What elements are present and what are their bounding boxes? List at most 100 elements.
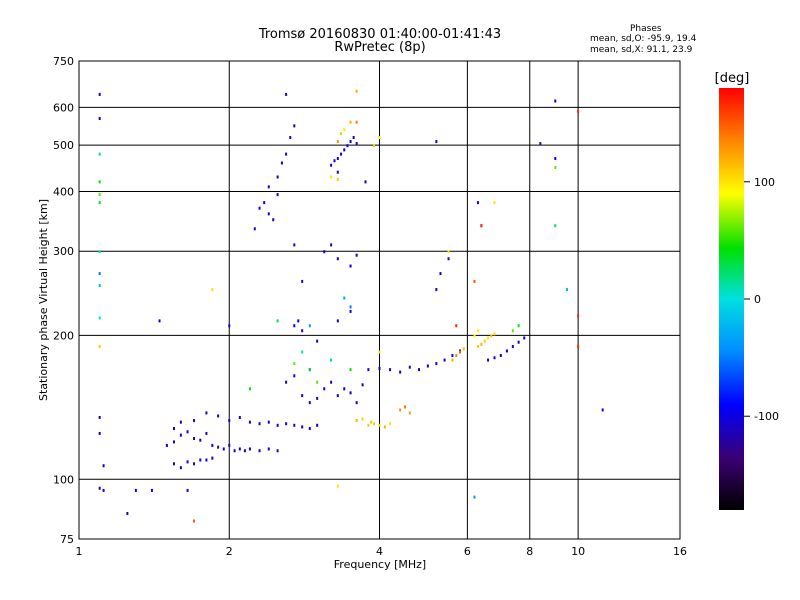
data-point bbox=[323, 250, 326, 254]
data-point bbox=[179, 433, 182, 437]
data-point bbox=[253, 227, 256, 231]
data-point bbox=[316, 380, 319, 384]
y-axis-ticks: 75 100 200 300 400 500 600 750 bbox=[53, 55, 74, 546]
data-point bbox=[336, 177, 339, 181]
data-point bbox=[267, 447, 270, 451]
data-point bbox=[258, 206, 261, 210]
data-point bbox=[289, 136, 292, 140]
data-point bbox=[336, 484, 339, 488]
data-point bbox=[336, 394, 339, 398]
data-point bbox=[228, 419, 231, 423]
data-point bbox=[98, 152, 101, 156]
data-point bbox=[340, 152, 343, 156]
data-point bbox=[462, 347, 465, 351]
data-point bbox=[98, 201, 101, 205]
data-point bbox=[455, 353, 458, 357]
data-point bbox=[330, 243, 333, 247]
data-point bbox=[340, 132, 343, 136]
data-point bbox=[301, 279, 304, 283]
data-point bbox=[293, 362, 296, 366]
data-point bbox=[98, 316, 101, 320]
data-point bbox=[285, 380, 288, 384]
data-point bbox=[364, 180, 367, 184]
data-point bbox=[577, 345, 580, 349]
data-point bbox=[263, 201, 266, 205]
data-point bbox=[308, 401, 311, 405]
data-point bbox=[301, 350, 304, 354]
data-point bbox=[336, 140, 339, 144]
data-point bbox=[566, 288, 569, 292]
phase-stats-o-mode: mean, sd,O: -95.9, 19.4 bbox=[590, 34, 697, 44]
data-point bbox=[352, 136, 355, 140]
colorbar-tick-label: -100 bbox=[754, 410, 779, 423]
data-point bbox=[330, 175, 333, 179]
data-point bbox=[476, 345, 479, 349]
colorbar-tick-label: 100 bbox=[754, 176, 775, 189]
data-point bbox=[349, 391, 352, 395]
data-point bbox=[293, 324, 296, 328]
data-point bbox=[316, 423, 319, 427]
data-point bbox=[205, 411, 208, 415]
data-point bbox=[554, 99, 557, 103]
data-point bbox=[98, 431, 101, 435]
data-point bbox=[293, 423, 296, 427]
data-point bbox=[98, 180, 101, 184]
data-point bbox=[487, 358, 490, 362]
data-point bbox=[378, 350, 381, 354]
data-point bbox=[98, 272, 101, 276]
data-point bbox=[243, 449, 246, 453]
data-point bbox=[349, 368, 352, 372]
data-point bbox=[267, 185, 270, 189]
x-tick-label: 8 bbox=[526, 545, 533, 558]
data-point bbox=[349, 264, 352, 268]
data-point bbox=[577, 314, 580, 318]
data-point bbox=[473, 279, 476, 283]
x-tick-label: 2 bbox=[226, 545, 233, 558]
y-tick-label: 750 bbox=[53, 55, 74, 68]
data-point bbox=[389, 368, 392, 372]
data-point bbox=[248, 420, 251, 424]
data-point bbox=[316, 396, 319, 400]
data-point bbox=[426, 364, 429, 368]
data-point bbox=[172, 440, 175, 444]
data-point bbox=[179, 420, 182, 424]
grid-lines bbox=[79, 61, 680, 539]
data-point bbox=[301, 329, 304, 333]
data-point bbox=[186, 460, 189, 464]
data-point bbox=[293, 243, 296, 247]
data-point bbox=[323, 387, 326, 391]
data-point bbox=[493, 356, 496, 360]
data-point bbox=[193, 519, 196, 523]
data-point bbox=[150, 488, 153, 492]
data-point bbox=[480, 342, 483, 346]
data-point bbox=[222, 447, 225, 451]
data-point bbox=[98, 486, 101, 490]
data-point bbox=[373, 422, 376, 426]
data-point bbox=[186, 430, 189, 434]
data-points bbox=[98, 89, 604, 523]
data-point bbox=[505, 349, 508, 353]
data-point bbox=[211, 443, 214, 447]
data-point bbox=[233, 449, 236, 453]
x-tick-label: 10 bbox=[571, 545, 585, 558]
data-point bbox=[217, 414, 220, 418]
data-point bbox=[98, 345, 101, 349]
colorbar-label: [deg] bbox=[715, 71, 750, 86]
data-point bbox=[258, 449, 261, 453]
y-tick-label: 100 bbox=[53, 473, 74, 486]
data-point bbox=[367, 368, 370, 372]
data-point bbox=[158, 319, 161, 323]
data-point bbox=[435, 140, 438, 144]
data-point bbox=[493, 201, 496, 205]
data-point bbox=[355, 419, 358, 423]
data-point bbox=[98, 193, 101, 197]
data-point bbox=[238, 447, 241, 451]
plot-frame bbox=[78, 60, 681, 540]
data-point bbox=[343, 148, 346, 152]
data-point bbox=[554, 157, 557, 161]
data-point bbox=[172, 427, 175, 431]
data-point bbox=[349, 140, 352, 144]
data-point bbox=[408, 411, 411, 415]
data-point bbox=[336, 170, 339, 174]
